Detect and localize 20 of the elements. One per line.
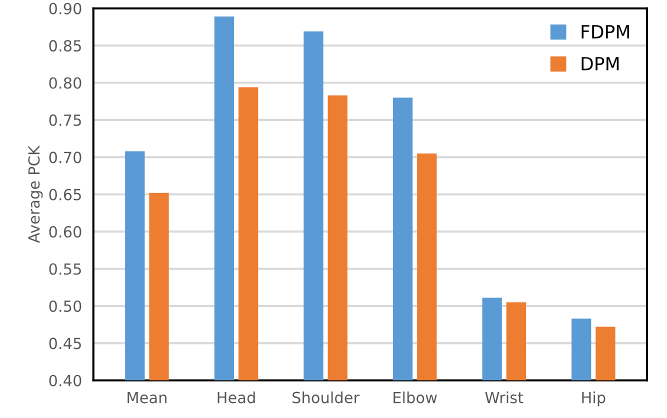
legend-label: FDPM [582,25,629,38]
y-tick-label: 0.90 [49,2,82,14]
y-tick-label: 0.60 [49,226,82,238]
y-tick-label: 0.65 [49,188,81,200]
y-tick-label: 0.85 [49,40,81,52]
x-tick-label: Elbow [394,391,437,404]
x-tick-label: Wrist [485,391,524,404]
y-tick-label: 0.55 [49,263,81,275]
x-tick-label: Mean [128,392,166,404]
y-tick-label: 0.80 [49,77,82,89]
y-tick-label: 0.75 [49,114,81,126]
y-axis-title: Average PCK [28,145,43,243]
y-tick-label: 0.70 [49,152,82,164]
y-tick-label: 0.40 [49,374,82,386]
x-tick-label: Hip [582,391,606,406]
legend-label: DPM [582,57,619,70]
x-tick-label: Shoulder [292,391,360,404]
y-tick-label: 0.50 [49,300,82,312]
y-tick-label: 0.45 [49,338,81,350]
x-tick-label: Head [218,391,255,404]
